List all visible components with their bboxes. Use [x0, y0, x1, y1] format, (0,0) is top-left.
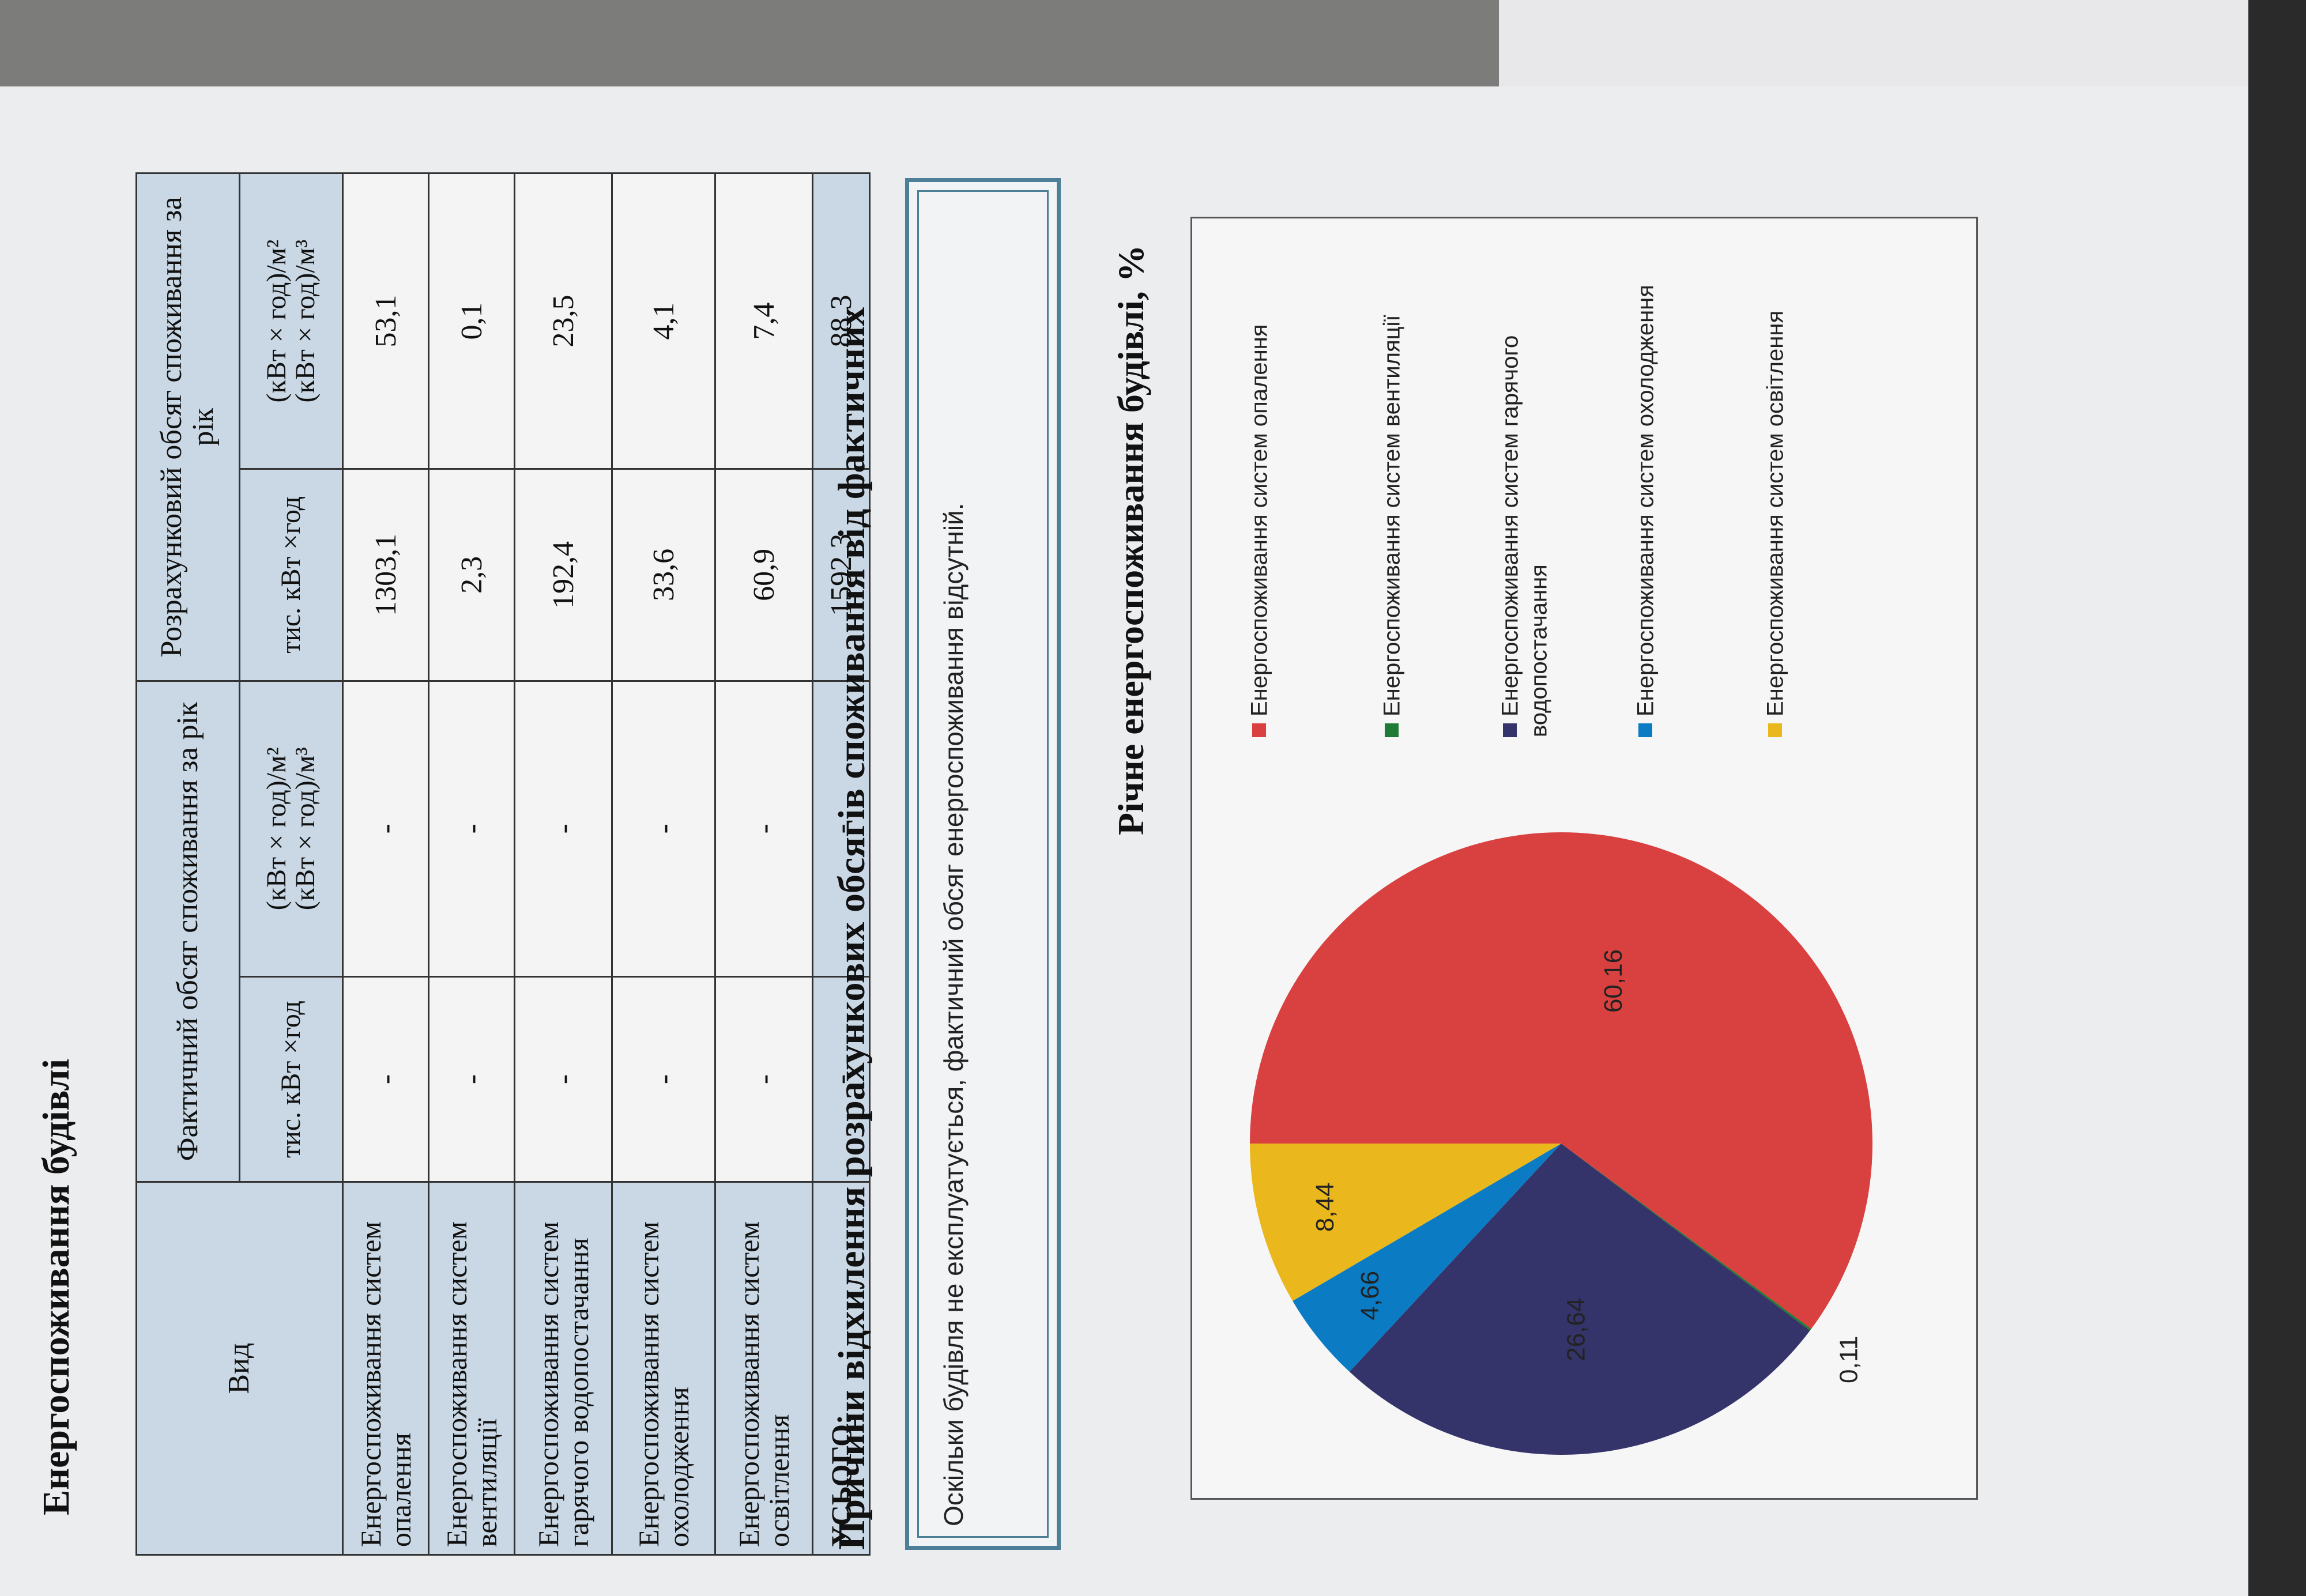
cell-fact-spec: -: [342, 681, 429, 977]
legend-swatch: [1768, 723, 1783, 737]
chart-frame: 60,16 0,11 26,64 4,66 8,44 Енергоспоживання …: [1190, 217, 1978, 1500]
legend-item-ventilation: Енергоспоживання систем вентиляції: [1377, 253, 1406, 737]
subheader-fact-tys: тис. кВт ×год: [239, 976, 343, 1182]
legend-item-cooling: Енергоспоживання систем охолодження: [1630, 253, 1659, 737]
row-label: Енергоспоживання систем гарячого водопос…: [514, 1182, 612, 1555]
table-row: Енергоспоживання систем гарячого водопос…: [514, 173, 612, 1555]
row-label: Енергоспоживання систем освітлення: [715, 1182, 813, 1555]
cell-fact-tys: -: [342, 976, 429, 1182]
legend-label: Енергоспоживання систем гарячого водопос…: [1497, 335, 1552, 737]
cell-calc-spec: 7,4: [715, 173, 813, 469]
cell-calc-tys: 1303,1: [342, 469, 429, 681]
cell-calc-spec: 53,1: [342, 173, 429, 469]
legend-swatch: [1385, 723, 1399, 737]
pie-slices: [1250, 832, 1872, 1455]
table-row: Енергоспоживання систем опалення - - 130…: [342, 173, 429, 1555]
cell-calc-tys: 33,6: [612, 469, 715, 681]
cell-calc-tys: 2,3: [428, 469, 515, 681]
subheader-calc-spec: (кВт × год)/м² (кВт × год)/м³: [239, 173, 343, 469]
cell-fact-tys: -: [514, 976, 612, 1182]
energy-table: Вид Фактичний обсяг споживання за рік Ро…: [135, 172, 871, 1556]
subheader-fact-spec: (кВт × год)/м² (кВт × год)/м³: [239, 681, 343, 977]
reason-text: Оскільки будівля не експлуатується, факт…: [939, 503, 969, 1526]
pie-slice-heating: [1250, 832, 1872, 1329]
cell-fact-tys: -: [715, 976, 813, 1182]
pie-slice-lighting: [1250, 1144, 1561, 1301]
legend-item-heating: Енергоспоживання систем опалення: [1244, 253, 1273, 737]
pie-data-label-hot-water: 26,64: [1562, 1298, 1590, 1361]
cell-fact-tys: -: [612, 976, 715, 1182]
row-label: Енергоспоживання систем охолодження: [612, 1182, 715, 1555]
cell-fact-spec: -: [514, 681, 612, 977]
table-row: Енергоспоживання систем охолодження - - …: [612, 173, 715, 1555]
legend-swatch: [1252, 723, 1267, 737]
legend-label: Енергоспоживання систем охолодження: [1633, 285, 1659, 716]
pie-slice-hot-water: [1349, 1144, 1810, 1455]
cell-calc-tys: 192,4: [514, 469, 612, 681]
legend-item-lighting: Енергоспоживання систем освітлення: [1760, 253, 1789, 737]
cell-calc-spec: 0,1: [428, 173, 515, 469]
subheader-fact-spec-m3: (кВт × год)/м³: [290, 747, 321, 911]
background-edge: [2248, 0, 2306, 1596]
pie-data-label-lighting: 8,44: [1311, 1183, 1339, 1232]
legend-label: Енергоспоживання систем вентиляції: [1379, 315, 1405, 716]
subheader-fact-spec-m2: (кВт × год)/м²: [261, 747, 292, 911]
pie-slice-cooling: [1293, 1144, 1561, 1372]
header-vid: Вид: [136, 1182, 343, 1555]
cell-fact-spec: -: [612, 681, 715, 977]
reason-box-inner-border: [917, 190, 1049, 1538]
cell-fact-spec: -: [428, 681, 515, 977]
legend-swatch: [1638, 723, 1653, 737]
table-row: Енергоспоживання систем освітлення - - 6…: [715, 173, 813, 1555]
reason-title: Причини відхилення розрахункових обсягів…: [831, 307, 873, 1550]
cell-fact-spec: -: [715, 681, 813, 977]
subheader-calc-tys: тис. кВт ×год: [239, 469, 343, 681]
row-label: Енергоспоживання систем вентиляції: [428, 1182, 515, 1555]
cell-calc-tys: 60,9: [715, 469, 813, 681]
cell-calc-spec: 23,5: [514, 173, 612, 469]
background-paper: [1499, 0, 2306, 86]
pie-data-label-ventilation: 0,11: [1835, 1336, 1863, 1383]
subheader-calc-spec-m2: (кВт × год)/м²: [261, 239, 292, 403]
page-title: Енергоспоживання будівлі: [35, 1058, 77, 1515]
header-fact: Фактичний обсяг споживання за рік: [136, 681, 240, 1182]
cell-calc-spec: 4,1: [612, 173, 715, 469]
table-row: Енергоспоживання систем вентиляції - - 2…: [428, 173, 515, 1555]
row-label: Енергоспоживання систем опалення: [342, 1182, 429, 1555]
pie-data-label-heating: 60,16: [1599, 949, 1627, 1013]
subheader-calc-spec-m3: (кВт × год)/м³: [290, 239, 321, 403]
legend-label: Енергоспоживання систем освітлення: [1762, 310, 1788, 716]
pie-slice-ventilation: [1561, 1144, 1811, 1331]
legend-label: Енергоспоживання систем опалення: [1246, 324, 1272, 716]
pie-data-labels: 60,16 0,11 26,64 4,66 8,44: [1311, 949, 1863, 1383]
reason-box: Оскільки будівля не експлуатується, факт…: [905, 178, 1061, 1550]
pie-data-label-cooling: 4,66: [1356, 1271, 1384, 1320]
legend-swatch: [1503, 723, 1517, 737]
legend-item-hot-water: Енергоспоживання систем гарячого водопос…: [1495, 253, 1553, 737]
cell-fact-tys: -: [428, 976, 515, 1182]
pie-chart: 60,16 0,11 26,64 4,66 8,44: [1250, 832, 1872, 1455]
header-calc: Розрахунковий обсяг споживання за рік: [136, 173, 240, 681]
chart-title: Річне енергоспоживання будівлі, %: [1110, 245, 1151, 835]
